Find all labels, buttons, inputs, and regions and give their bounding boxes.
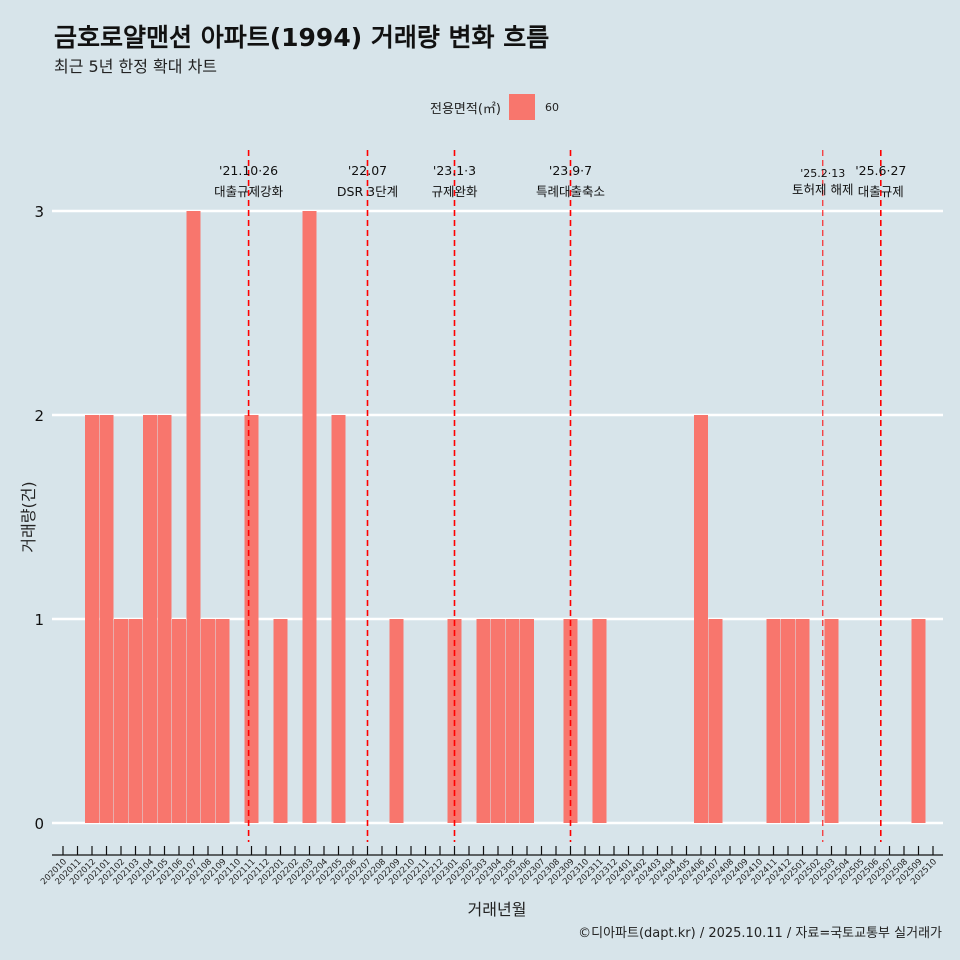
y-tick-label: 1	[34, 611, 44, 629]
event-date: '25.2·13	[800, 167, 845, 180]
bar	[85, 415, 99, 823]
bar	[331, 415, 346, 823]
bar	[114, 619, 128, 823]
event-date: '21.10·26	[219, 163, 278, 178]
event-label: DSR 3단계	[337, 184, 398, 199]
bar	[824, 619, 839, 823]
event-label: 토허제 해제	[792, 182, 853, 197]
bar	[143, 415, 157, 823]
event-date: '22.07	[348, 163, 387, 178]
legend-entry: 60	[544, 100, 559, 114]
bar	[592, 619, 607, 823]
bar	[911, 619, 926, 823]
bar	[99, 415, 114, 823]
chart-subtitle: 최근 5년 한정 확대 차트	[54, 57, 218, 76]
y-axis-title: 거래량(건)	[19, 481, 38, 552]
bar	[766, 619, 781, 823]
bar	[186, 211, 201, 823]
bar	[708, 619, 723, 823]
event-date: '23.9·7	[549, 163, 592, 178]
y-tick-label: 0	[34, 815, 44, 833]
chart-title: 금호로얄맨션 아파트(1994) 거래량 변화 흐름	[54, 23, 550, 52]
y-tick-label: 2	[34, 407, 44, 425]
bar	[694, 415, 708, 823]
bar	[302, 211, 317, 823]
y-tick-label: 3	[34, 203, 44, 221]
bar	[201, 619, 215, 823]
event-label: 대출규제	[858, 184, 904, 199]
bar	[389, 619, 404, 823]
bar	[172, 619, 186, 823]
event-date: '25.6·27	[855, 163, 906, 178]
legend: 전용면적(㎡) 60	[430, 94, 559, 120]
bar	[491, 619, 505, 823]
legend-swatch	[508, 94, 535, 120]
bar	[476, 619, 491, 823]
event-label: 특례대출축소	[536, 184, 605, 199]
bar	[505, 619, 520, 823]
legend-title: 전용면적(㎡)	[430, 101, 501, 117]
bar	[273, 619, 288, 823]
bar	[244, 415, 259, 823]
event-label: 대출규제강화	[214, 184, 284, 199]
bar	[781, 619, 795, 823]
bar	[795, 619, 810, 823]
bar	[157, 415, 172, 823]
caption: ©디아파트(dapt.kr) / 2025.10.11 / 자료=국토교통부 실…	[578, 926, 942, 941]
event-date: '23.1·3	[433, 163, 476, 178]
bar	[215, 619, 230, 823]
bar	[128, 619, 143, 823]
event-label: 규제완화	[431, 184, 478, 199]
x-axis-title: 거래년월	[468, 900, 527, 919]
bar	[520, 619, 534, 823]
